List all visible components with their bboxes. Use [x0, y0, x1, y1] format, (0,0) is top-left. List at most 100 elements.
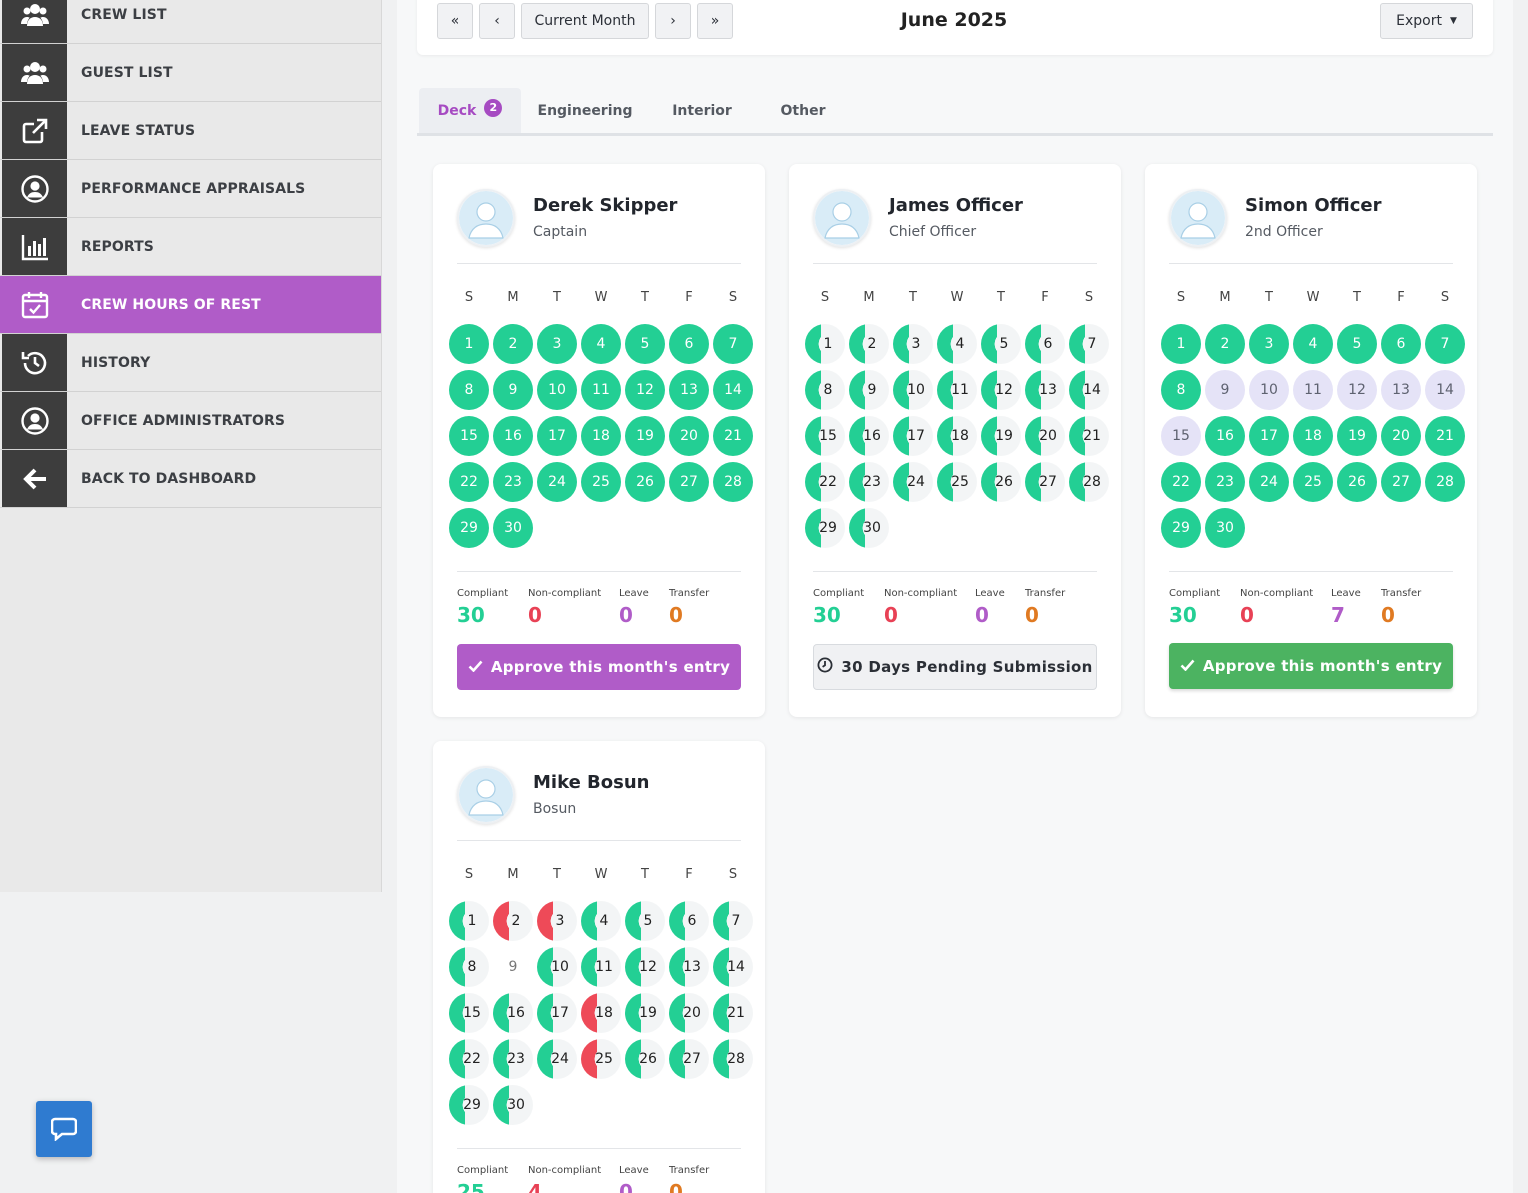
last-month-button[interactable]: » [697, 3, 733, 39]
calendar-day[interactable]: 7 [713, 324, 753, 364]
calendar-day[interactable]: 26 [981, 462, 1021, 502]
sidebar-item-guest-list[interactable]: GUEST LIST [0, 44, 381, 102]
calendar-day[interactable]: 12 [625, 947, 665, 987]
calendar-day[interactable]: 27 [669, 462, 709, 502]
calendar-day[interactable]: 9 [1205, 370, 1245, 410]
calendar-day[interactable]: 24 [537, 1039, 577, 1079]
calendar-day[interactable]: 1 [449, 324, 489, 364]
calendar-day[interactable]: 6 [1025, 324, 1065, 364]
calendar-day[interactable]: 8 [449, 947, 489, 987]
calendar-day[interactable]: 30 [493, 508, 533, 548]
calendar-day[interactable]: 2 [1205, 324, 1245, 364]
calendar-day[interactable]: 4 [581, 901, 621, 941]
calendar-day[interactable]: 12 [981, 370, 1021, 410]
calendar-day[interactable]: 27 [1381, 462, 1421, 502]
calendar-day[interactable]: 13 [669, 370, 709, 410]
calendar-day[interactable]: 7 [1069, 324, 1109, 364]
calendar-day[interactable]: 18 [1293, 416, 1333, 456]
calendar-day[interactable]: 2 [849, 324, 889, 364]
calendar-day[interactable]: 1 [1161, 324, 1201, 364]
calendar-day[interactable]: 15 [449, 416, 489, 456]
tab-engineering[interactable]: Engineering [529, 88, 641, 133]
calendar-day[interactable]: 6 [669, 324, 709, 364]
calendar-day[interactable]: 10 [537, 947, 577, 987]
sidebar-item-crew-list[interactable]: CREW LIST [0, 0, 381, 44]
calendar-day[interactable]: 6 [669, 901, 709, 941]
calendar-day[interactable]: 12 [625, 370, 665, 410]
calendar-day[interactable]: 10 [1249, 370, 1289, 410]
sidebar-item-leave-status[interactable]: LEAVE STATUS [0, 102, 381, 160]
tab-other[interactable]: Other [757, 88, 849, 133]
calendar-day[interactable]: 30 [1205, 508, 1245, 548]
calendar-day[interactable]: 28 [713, 1039, 753, 1079]
current-month-button[interactable]: Current Month [521, 3, 649, 39]
tab-deck[interactable]: Deck 2 [419, 88, 521, 133]
approve-month-button[interactable]: Approve this month's entry [457, 644, 741, 690]
calendar-day[interactable]: 28 [713, 462, 753, 502]
sidebar-item-performance-appraisals[interactable]: PERFORMANCE APPRAISALS [0, 160, 381, 218]
calendar-day[interactable]: 17 [893, 416, 933, 456]
calendar-day[interactable]: 20 [1381, 416, 1421, 456]
calendar-day[interactable]: 22 [1161, 462, 1201, 502]
calendar-day[interactable]: 13 [669, 947, 709, 987]
calendar-day[interactable]: 5 [625, 901, 665, 941]
calendar-day[interactable]: 16 [1205, 416, 1245, 456]
calendar-day[interactable]: 23 [849, 462, 889, 502]
calendar-day[interactable]: 23 [493, 1039, 533, 1079]
calendar-day[interactable]: 16 [849, 416, 889, 456]
previous-month-button[interactable]: ‹ [479, 3, 515, 39]
tab-interior[interactable]: Interior [653, 88, 751, 133]
calendar-day[interactable]: 8 [449, 370, 489, 410]
calendar-day[interactable]: 25 [581, 1039, 621, 1079]
calendar-day[interactable]: 20 [669, 416, 709, 456]
calendar-day[interactable]: 15 [1161, 416, 1201, 456]
calendar-day[interactable]: 17 [537, 993, 577, 1033]
calendar-day[interactable]: 19 [981, 416, 1021, 456]
calendar-day[interactable]: 6 [1381, 324, 1421, 364]
calendar-day[interactable]: 14 [1069, 370, 1109, 410]
calendar-day[interactable]: 20 [1025, 416, 1065, 456]
calendar-day[interactable]: 10 [893, 370, 933, 410]
sidebar-item-crew-hours-of-rest[interactable]: CREW HOURS OF REST [0, 276, 381, 334]
pending-submission-button[interactable]: 30 Days Pending Submission [813, 644, 1097, 690]
calendar-day[interactable]: 15 [449, 993, 489, 1033]
calendar-day[interactable]: 11 [1293, 370, 1333, 410]
calendar-day[interactable]: 14 [1425, 370, 1465, 410]
calendar-day[interactable]: 9 [493, 370, 533, 410]
calendar-day[interactable]: 27 [1025, 462, 1065, 502]
calendar-day[interactable]: 29 [805, 508, 845, 548]
calendar-day[interactable]: 2 [493, 324, 533, 364]
calendar-day[interactable]: 29 [449, 508, 489, 548]
calendar-day[interactable]: 3 [893, 324, 933, 364]
calendar-day[interactable]: 11 [581, 947, 621, 987]
sidebar-item-reports[interactable]: REPORTS [0, 218, 381, 276]
calendar-day[interactable]: 13 [1025, 370, 1065, 410]
calendar-day[interactable]: 4 [937, 324, 977, 364]
calendar-day[interactable]: 28 [1425, 462, 1465, 502]
calendar-day[interactable]: 19 [1337, 416, 1377, 456]
calendar-day[interactable]: 11 [581, 370, 621, 410]
calendar-day[interactable]: 24 [893, 462, 933, 502]
calendar-day[interactable]: 17 [1249, 416, 1289, 456]
calendar-day[interactable]: 9 [849, 370, 889, 410]
calendar-day[interactable]: 4 [1293, 324, 1333, 364]
calendar-day[interactable]: 25 [581, 462, 621, 502]
calendar-day[interactable]: 18 [581, 416, 621, 456]
calendar-day[interactable]: 5 [981, 324, 1021, 364]
approve-month-button[interactable]: Approve this month's entry [1169, 643, 1453, 689]
calendar-day[interactable]: 16 [493, 993, 533, 1033]
sidebar-item-history[interactable]: HISTORY [0, 334, 381, 392]
calendar-day[interactable]: 14 [713, 370, 753, 410]
calendar-day[interactable]: 26 [1337, 462, 1377, 502]
calendar-day[interactable]: 26 [625, 462, 665, 502]
calendar-day[interactable]: 23 [493, 462, 533, 502]
calendar-day[interactable]: 21 [713, 993, 753, 1033]
calendar-day[interactable]: 29 [449, 1085, 489, 1125]
calendar-day[interactable]: 5 [625, 324, 665, 364]
calendar-day[interactable]: 19 [625, 993, 665, 1033]
calendar-day[interactable]: 25 [937, 462, 977, 502]
calendar-day[interactable]: 14 [713, 947, 753, 987]
calendar-day[interactable]: 22 [449, 1039, 489, 1079]
calendar-day[interactable]: 18 [581, 993, 621, 1033]
calendar-day[interactable]: 1 [805, 324, 845, 364]
